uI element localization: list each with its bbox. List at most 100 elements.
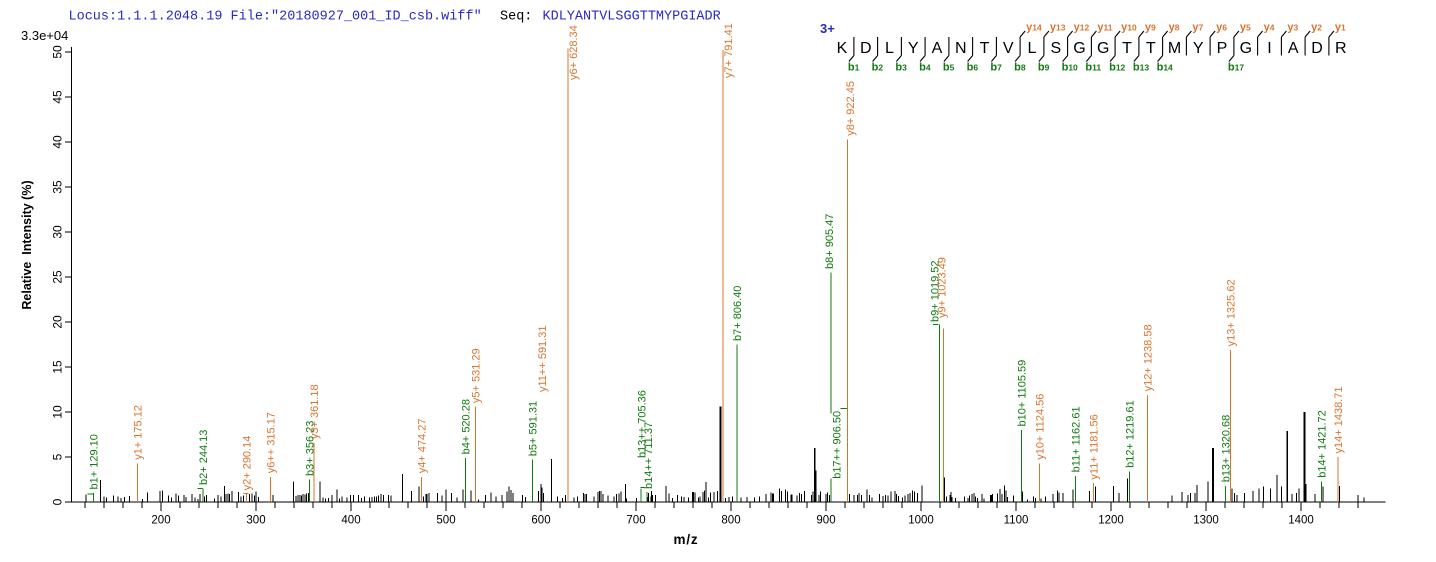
svg-text:3+: 3+ — [820, 21, 835, 36]
svg-text:b3+ 356.23: b3+ 356.23 — [304, 421, 316, 476]
svg-text:b12+ 1219.61: b12+ 1219.61 — [1125, 400, 1137, 468]
svg-text:b10+ 1105.59: b10+ 1105.59 — [1016, 360, 1028, 427]
svg-text:y6: y6 — [1216, 22, 1227, 34]
svg-text:y7+ 791.41: y7+ 791.41 — [723, 23, 735, 78]
svg-text:800: 800 — [721, 515, 740, 527]
svg-text:y9+ 1023.49: y9+ 1023.49 — [936, 257, 948, 318]
svg-text:25: 25 — [51, 270, 65, 284]
svg-text:1300: 1300 — [1193, 515, 1219, 527]
svg-text:0: 0 — [51, 498, 65, 505]
svg-text:A: A — [1288, 40, 1299, 57]
svg-text:b11: b11 — [1085, 62, 1101, 74]
svg-text:y4+ 474.27: y4+ 474.27 — [417, 419, 429, 474]
svg-text:y8: y8 — [1169, 22, 1180, 34]
svg-text:600: 600 — [531, 515, 550, 527]
svg-text:y1: y1 — [1335, 22, 1346, 34]
svg-text:b17++ 906.50: b17++ 906.50 — [831, 411, 843, 479]
svg-text:Y: Y — [1193, 40, 1204, 57]
svg-text:1200: 1200 — [1098, 515, 1124, 527]
svg-text:y3+ 361.18: y3+ 361.18 — [309, 384, 321, 439]
svg-text:M: M — [1168, 40, 1181, 57]
svg-text:y12+ 1238.58: y12+ 1238.58 — [1143, 324, 1155, 391]
svg-text:5: 5 — [51, 453, 65, 460]
svg-text:y12: y12 — [1074, 22, 1090, 34]
svg-text:y10+ 1124.56: y10+ 1124.56 — [1034, 394, 1046, 460]
svg-text:200: 200 — [151, 515, 170, 527]
svg-text:10: 10 — [51, 405, 65, 419]
svg-text:b9+ 1019.52: b9+ 1019.52 — [930, 261, 942, 322]
svg-text:b7: b7 — [990, 62, 1002, 74]
svg-text:A: A — [932, 40, 943, 57]
svg-text:b13+ 1320.68: b13+ 1320.68 — [1221, 415, 1233, 483]
svg-text:y2+ 290.14: y2+ 290.14 — [242, 436, 254, 491]
svg-text:G: G — [1073, 40, 1085, 57]
svg-text:b2+ 244.13: b2+ 244.13 — [198, 430, 210, 485]
svg-text:y13: y13 — [1050, 22, 1066, 34]
svg-text:T: T — [980, 40, 990, 57]
svg-text:b14: b14 — [1157, 62, 1173, 74]
svg-text:I: I — [1267, 40, 1271, 57]
svg-text:1400: 1400 — [1288, 515, 1314, 527]
svg-text:500: 500 — [436, 515, 455, 527]
svg-text:y5+ 531.29: y5+ 531.29 — [471, 348, 483, 403]
svg-text:K: K — [837, 40, 848, 57]
svg-text:Seq:: Seq: — [500, 10, 532, 25]
svg-text:y11: y11 — [1097, 22, 1112, 34]
svg-text:y4: y4 — [1264, 22, 1275, 34]
svg-text:N: N — [955, 40, 967, 57]
svg-text:y14: y14 — [1026, 22, 1042, 34]
svg-text:T: T — [1122, 40, 1132, 57]
svg-text:1100: 1100 — [1004, 515, 1029, 527]
svg-text:G: G — [1240, 40, 1252, 57]
svg-text:700: 700 — [626, 515, 645, 527]
svg-text:b8+ 905.47: b8+ 905.47 — [824, 214, 836, 269]
svg-text:y1+ 175.12: y1+ 175.12 — [132, 405, 144, 460]
svg-text:3.3e+04: 3.3e+04 — [21, 28, 68, 43]
svg-text:b13: b13 — [1133, 62, 1149, 74]
svg-text:T: T — [1146, 40, 1156, 57]
svg-text:b14++ 711.37: b14++ 711.37 — [643, 422, 655, 489]
svg-text:b6: b6 — [967, 62, 979, 74]
svg-text:y11++ 591.31: y11++ 591.31 — [537, 326, 549, 392]
svg-text:b12: b12 — [1109, 62, 1125, 74]
svg-text:S: S — [1050, 40, 1061, 57]
svg-text:b14+ 1421.72: b14+ 1421.72 — [1317, 410, 1329, 478]
svg-text:R: R — [1335, 40, 1347, 57]
svg-text:y13+ 1325.62: y13+ 1325.62 — [1225, 279, 1237, 346]
svg-text:y9: y9 — [1145, 22, 1156, 34]
svg-text:b8: b8 — [1014, 62, 1026, 74]
svg-text:L: L — [885, 40, 894, 57]
svg-text:1000: 1000 — [908, 515, 934, 527]
svg-text:b4: b4 — [919, 62, 931, 74]
svg-text:Y: Y — [908, 40, 919, 57]
svg-text:b3: b3 — [895, 62, 907, 74]
svg-text:y2: y2 — [1311, 22, 1322, 34]
svg-text:y5: y5 — [1240, 22, 1251, 34]
svg-text:300: 300 — [246, 515, 265, 527]
svg-text:b1: b1 — [848, 62, 860, 74]
svg-text:D: D — [1311, 40, 1323, 57]
svg-text:y11+ 1181.56: y11+ 1181.56 — [1089, 414, 1101, 479]
svg-text:D: D — [860, 40, 872, 57]
svg-text:L: L — [1028, 40, 1037, 57]
svg-text:P: P — [1217, 40, 1228, 57]
svg-text:20: 20 — [51, 315, 65, 329]
svg-text:b1+ 129.10: b1+ 129.10 — [89, 434, 101, 489]
svg-text:b11+ 1162.61: b11+ 1162.61 — [1071, 406, 1083, 472]
svg-text:35: 35 — [51, 180, 65, 194]
svg-text:b17: b17 — [1228, 62, 1244, 74]
svg-text:y3: y3 — [1287, 22, 1298, 34]
svg-text:40: 40 — [51, 135, 65, 149]
svg-text:30: 30 — [51, 225, 65, 239]
svg-text:b5+ 591.31: b5+ 591.31 — [528, 401, 540, 456]
svg-text:50: 50 — [51, 45, 65, 59]
svg-text:KDLYANTVLSGGTTMYPGIADR: KDLYANTVLSGGTTMYPGIADR — [543, 10, 721, 25]
svg-text:45: 45 — [51, 90, 65, 104]
svg-text:b5: b5 — [943, 62, 955, 74]
svg-text:V: V — [1003, 40, 1014, 57]
svg-text:y7: y7 — [1192, 22, 1203, 34]
svg-text:y6+ 628.34: y6+ 628.34 — [568, 25, 580, 80]
svg-text:m/z: m/z — [674, 532, 699, 547]
svg-text:400: 400 — [341, 515, 360, 527]
svg-text:Relative Intensity (%): Relative Intensity (%) — [20, 180, 34, 309]
